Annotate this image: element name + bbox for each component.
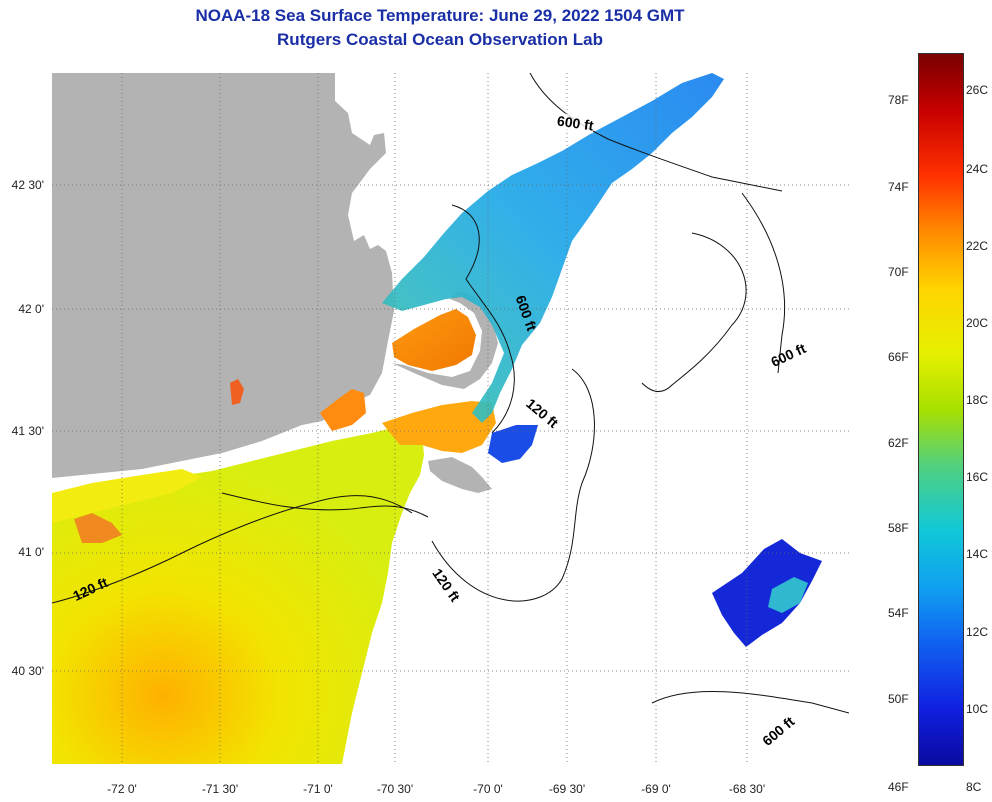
colorbar-label-c: 16C [966,470,989,484]
sst-warm-capecod-bay [392,309,476,371]
land-new-england [52,73,394,478]
temperature-colorbar [918,53,964,766]
lon-label: -69 0' [641,782,671,796]
bathymetry-contours [52,73,849,714]
lon-label: -72 0' [107,782,137,796]
sst-warm-patch-li [74,513,122,543]
colorbar-label-f: 50F [888,692,909,706]
colorbar-label-c: 18C [966,393,989,407]
map-title: NOAA-18 Sea Surface Temperature: June 29… [195,6,685,25]
colorbar-label-c: 20C [966,316,989,330]
sst-cold-georges [712,539,822,647]
colorbar-label-f: 66F [888,350,909,364]
sst-map: 600 ft 600 ft 600 ft 600 ft 120 ft 120 f… [52,73,849,764]
lon-label: -71 0' [303,782,333,796]
sst-li-sound [52,469,202,523]
colorbar-label-f: 58F [888,521,909,535]
lat-label: 41 30' [11,424,44,438]
colorbar-label-c: 12C [966,625,989,639]
lon-label: -70 30' [376,782,414,796]
lat-label: 40 30' [11,664,44,678]
colorbar-label-f: 70F [888,265,909,279]
lon-label: -70 0' [473,782,503,796]
sst-map-canvas [52,73,849,764]
sst-warm-nantucket [382,401,496,453]
colorbar-label-c: 22C [966,239,989,253]
sst-cool-front [382,73,724,423]
colorbar-label-f: 54F [888,606,909,620]
colorbar-label-f: 62F [888,436,909,450]
sst-cool-georges-inner [768,577,808,613]
colorbar-label-c: 14C [966,547,989,561]
map-subtitle: Rutgers Coastal Ocean Observation Lab [277,30,603,49]
colorbar-label-f: 78F [888,93,909,107]
colorbar-label-c: 26C [966,83,989,97]
colorbar-label-f: 46F [888,780,909,794]
sst-warm-ri [230,379,244,405]
sst-cold-cape-tip [488,425,538,463]
lon-label: -68 30' [728,782,766,796]
colorbar-label-c: 24C [966,162,989,176]
sst-warm-buzzards [320,389,366,431]
land-islands [428,457,492,493]
colorbar-label-c: 10C [966,702,989,716]
graticule [52,73,849,764]
colorbar-label-c: 8C [966,780,982,794]
lat-label: 41 0' [18,545,44,559]
lat-label: 42 30' [11,178,44,192]
colorbar-label-f: 74F [888,180,909,194]
lon-label: -71 30' [201,782,239,796]
lon-label: -69 30' [548,782,586,796]
lat-label: 42 0' [18,302,44,316]
